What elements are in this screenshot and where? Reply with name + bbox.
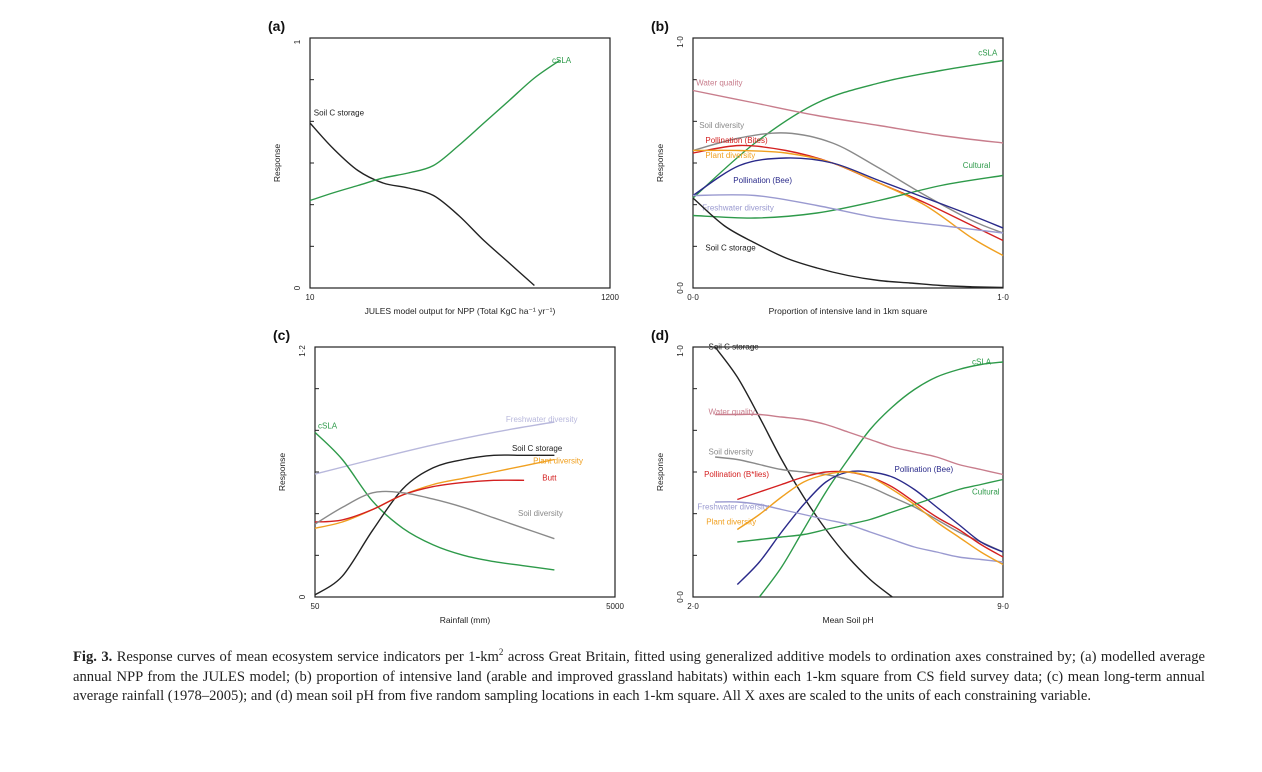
series-label-d-plant-diversity: Plant diversity [706, 518, 756, 527]
series-label-b-freshwater-diversity: Freshwater diversity [702, 204, 774, 213]
series-label-d-soil-c-storage: Soil C storage [709, 343, 760, 352]
series-label-c-butt: Butt [542, 473, 557, 482]
y-tick-label-max-b: 1·0 [676, 36, 685, 48]
series-line-b-freshwater-diversity [692, 194, 1004, 234]
series-label-b-pollination-bee: Pollination (Bee) [733, 176, 792, 185]
series-label-d-csla: cSLA [972, 358, 992, 367]
caption-sup: 2 [498, 647, 504, 658]
series-line-b-water-quality [692, 89, 1004, 144]
x-tick-label-min-a: 10 [306, 293, 315, 302]
caption-label: Fig. 3. [73, 649, 113, 665]
panel-label-d: (d) [651, 327, 669, 343]
x-axis-label-d: Mean Soil pH [822, 615, 873, 625]
series-line-d-freshwater-diversity [715, 501, 1004, 563]
series-label-a-soil-c-storage: Soil C storage [314, 109, 365, 118]
series-line-c-soil-diversity [314, 490, 555, 540]
y-tick-label-max-a: 1 [293, 39, 302, 44]
x-tick-label-max-a: 1200 [601, 293, 619, 302]
series-label-d-freshwater-diversity: Freshwater diversity [697, 503, 769, 512]
y-tick-label-min-b: 0·0 [676, 282, 685, 294]
series-line-b-cultural [692, 174, 1004, 219]
y-tick-label-min-c: 0 [298, 594, 307, 599]
y-axis-label-c: Response [277, 453, 287, 492]
x-axis-label-a: JULES model output for NPP (Total KgC ha… [365, 306, 556, 316]
figure-caption: Fig. 3. Response curves of mean ecosyste… [73, 648, 1205, 707]
x-tick-label-min-c: 50 [311, 602, 320, 611]
y-axis-label-d: Response [655, 453, 665, 492]
y-tick-label-min-a: 0 [293, 285, 302, 290]
series-label-b-cultural: Cultural [963, 161, 991, 170]
series-label-c-freshwater-diversity: Freshwater diversity [506, 415, 578, 424]
x-tick-label-min-b: 0·0 [687, 293, 699, 302]
series-label-b-pollination-bites: Pollination (Bites) [705, 136, 768, 145]
x-tick-label-max-d: 9·0 [997, 602, 1009, 611]
series-line-d-pollination-bee [736, 470, 1004, 585]
y-axis-label-b: Response [655, 144, 665, 183]
series-label-b-plant-diversity: Plant diversity [705, 151, 755, 160]
series-line-a-csla [309, 59, 560, 202]
series-label-c-plant-diversity: Plant diversity [533, 457, 583, 466]
series-label-d-cultural: Cultural [972, 488, 1000, 497]
series-line-d-plant-diversity [736, 471, 1004, 566]
series-line-d-water-quality [715, 413, 1004, 476]
series-line-d-soil-c-storage [714, 346, 893, 598]
y-tick-label-max-d: 1·0 [676, 345, 685, 357]
x-tick-label-max-b: 1·0 [997, 293, 1009, 302]
series-line-c-soil-c-storage [314, 454, 555, 596]
series-line-c-plant-diversity [314, 458, 555, 529]
series-line-d-csla [758, 361, 1004, 598]
series-line-b-pollination-bee [692, 157, 1004, 229]
series-line-d-soil-diversity [715, 456, 1004, 553]
series-label-a-csla: cSLA [552, 56, 572, 65]
panel-label-b: (b) [651, 18, 669, 34]
caption-text-a: Response curves of mean ecosystem servic… [116, 649, 499, 665]
series-line-d-cultural [737, 478, 1004, 543]
x-tick-label-min-d: 2·0 [687, 602, 699, 611]
series-line-c-freshwater-diversity [314, 421, 555, 475]
series-line-a-soil-c-storage [309, 122, 535, 287]
series-line-b-soil-c-storage [692, 197, 1004, 289]
x-axis-label-b: Proportion of intensive land in 1km squa… [769, 306, 928, 316]
series-line-b-csla [692, 59, 1004, 199]
series-label-d-pollination-b-lies: Pollination (B*lies) [704, 470, 769, 479]
y-tick-label-min-d: 0·0 [676, 591, 685, 603]
series-line-b-soil-diversity [692, 132, 1004, 234]
caption-text-b: across Great Britain, fitted using gener… [73, 649, 1206, 704]
panel-frame-a [309, 37, 611, 289]
series-label-d-pollination-bee: Pollination (Bee) [895, 465, 954, 474]
series-label-b-csla: cSLA [978, 49, 998, 58]
series-label-c-soil-c-storage: Soil C storage [512, 444, 563, 453]
series-label-b-soil-c-storage: Soil C storage [705, 244, 756, 253]
series-label-b-water-quality: Water quality [696, 79, 742, 88]
series-label-c-csla: cSLA [318, 421, 338, 430]
x-tick-label-max-c: 5000 [606, 602, 624, 611]
series-label-c-soil-diversity: Soil diversity [518, 509, 563, 518]
panel-label-c: (c) [273, 327, 290, 343]
series-line-c-butt [314, 479, 525, 523]
series-label-b-soil-diversity: Soil diversity [699, 121, 744, 130]
series-line-c-csla [314, 431, 555, 571]
series-line-b-plant-diversity [692, 149, 1004, 257]
series-label-d-water-quality: Water quality [709, 408, 755, 417]
series-line-d-pollination-b-lies [737, 470, 1004, 558]
y-tick-label-max-c: 1·2 [298, 345, 307, 357]
panel-label-a: (a) [268, 18, 285, 34]
series-label-d-soil-diversity: Soil diversity [709, 448, 754, 457]
x-axis-label-c: Rainfall (mm) [440, 615, 491, 625]
y-axis-label-a: Response [272, 144, 282, 183]
panel-frame-c [314, 346, 616, 598]
figure: (a) 10 1200 0 1 JULES model output for NPP (T… [268, 18, 1009, 625]
